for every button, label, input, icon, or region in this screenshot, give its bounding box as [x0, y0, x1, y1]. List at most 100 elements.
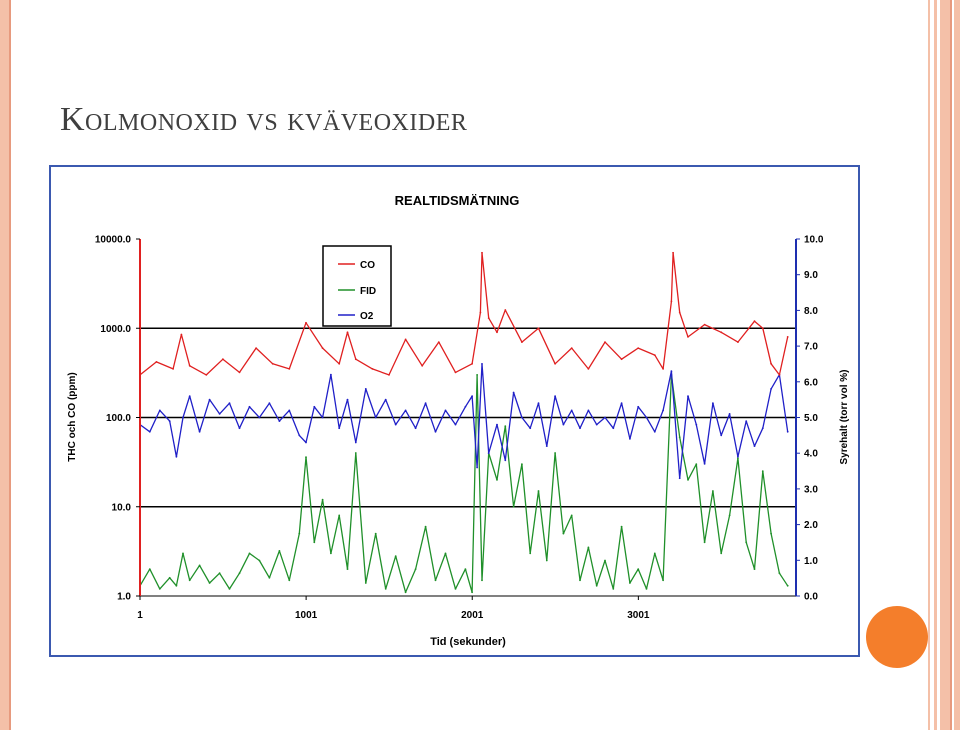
data-point-o2: [364, 388, 367, 390]
data-point-o2: [670, 370, 673, 372]
left-accent-bar: [0, 0, 11, 730]
x-axis-label: Tid (sekunder): [430, 636, 506, 648]
data-point-fid: [182, 552, 184, 555]
data-point-co: [487, 317, 490, 319]
data-point-fid: [313, 541, 316, 544]
data-point-o2: [444, 409, 447, 412]
data-point-o2: [248, 405, 251, 408]
data-point-co: [753, 320, 756, 323]
data-point-co: [761, 327, 764, 330]
data-point-fid: [712, 490, 714, 492]
data-point-fid: [278, 550, 281, 552]
data-point-fid: [786, 584, 789, 587]
data-point-co: [437, 341, 440, 343]
data-point-o2: [554, 395, 556, 397]
data-point-fid: [338, 514, 341, 517]
data-point-o2: [288, 409, 291, 412]
data-point-o2: [321, 416, 324, 419]
data-point-o2: [637, 405, 640, 408]
data-point-fid: [268, 576, 271, 579]
legend-fid-label: FID: [360, 286, 376, 297]
data-point-fid: [745, 541, 748, 544]
y-right-tick-label: 8.0: [804, 306, 818, 317]
slide-title: Kolmonoxid vs kväveoxider: [60, 101, 468, 138]
data-point-fid: [288, 579, 291, 582]
data-point-co: [521, 341, 523, 343]
data-point-fid: [228, 588, 231, 590]
data-point-co: [687, 336, 689, 338]
data-point-o2: [728, 413, 731, 415]
data-point-co: [421, 364, 424, 367]
data-point-fid: [496, 479, 498, 481]
data-point-fid: [364, 582, 367, 584]
data-point-fid: [384, 588, 387, 590]
data-point-o2: [620, 402, 623, 405]
data-point-o2: [512, 391, 515, 394]
y-right-tick-label: 3.0: [804, 484, 818, 495]
data-point-o2: [258, 416, 261, 419]
data-point-fid: [188, 579, 191, 582]
data-point-fid: [238, 572, 241, 575]
data-point-o2: [268, 402, 271, 405]
series-layer: [139, 251, 789, 594]
data-point-co: [305, 321, 307, 324]
data-point-fid: [414, 568, 417, 570]
data-point-fid: [168, 576, 171, 579]
data-point-o2: [521, 416, 523, 419]
data-point-o2: [298, 434, 301, 437]
data-point-co: [346, 331, 349, 334]
data-point-co: [670, 300, 673, 303]
data-point-o2: [278, 420, 281, 422]
data-point-fid: [761, 470, 764, 473]
data-point-fid: [662, 579, 664, 582]
data-point-co: [354, 358, 357, 361]
data-point-o2: [653, 430, 656, 433]
data-point-o2: [629, 438, 631, 440]
data-point-o2: [786, 430, 789, 433]
data-point-fid: [728, 514, 731, 517]
data-point-fid: [305, 456, 307, 458]
data-point-o2: [695, 423, 698, 426]
data-point-o2: [188, 395, 191, 397]
data-point-fid: [778, 572, 781, 575]
right-strip-1: [928, 0, 930, 730]
data-point-fid: [148, 568, 151, 570]
data-point-o2: [424, 402, 427, 405]
data-point-fid: [612, 588, 615, 590]
data-point-o2: [218, 413, 221, 415]
data-point-fid: [512, 505, 515, 508]
right-strip-5: [954, 0, 960, 730]
data-point-fid: [620, 525, 623, 528]
data-point-fid: [434, 579, 437, 582]
data-point-fid: [330, 552, 332, 555]
y-right-tick-label: 6.0: [804, 377, 818, 388]
data-point-co: [180, 333, 183, 336]
y-left-tick-label: 1000.0: [100, 324, 131, 335]
data-point-o2: [570, 409, 573, 412]
data-point-fid: [737, 457, 739, 460]
data-point-co: [496, 331, 498, 334]
data-point-fid: [454, 588, 457, 590]
data-point-fid: [545, 559, 548, 562]
y-right-tick-label: 10.0: [804, 235, 824, 246]
data-point-o2: [496, 423, 498, 426]
data-point-o2: [612, 427, 615, 430]
y-right-tick-label: 1.0: [804, 556, 818, 567]
data-point-co: [653, 354, 656, 356]
data-point-co: [454, 371, 457, 374]
data-point-o2: [464, 405, 467, 408]
y-right-tick-label: 0.0: [804, 592, 818, 603]
data-point-co: [703, 323, 706, 326]
data-point-fid: [554, 452, 556, 454]
data-point-fid: [258, 559, 261, 562]
right-strip-4: [950, 0, 952, 730]
y-right-tick-label: 7.0: [804, 342, 818, 353]
data-point-co: [371, 368, 374, 370]
data-point-co: [604, 341, 606, 343]
data-point-fid: [476, 374, 478, 376]
data-point-fid: [346, 568, 349, 570]
data-point-fid: [687, 479, 689, 481]
x-tick-label: 2001: [461, 610, 484, 621]
data-point-o2: [454, 423, 457, 426]
data-point-fid: [354, 452, 357, 454]
